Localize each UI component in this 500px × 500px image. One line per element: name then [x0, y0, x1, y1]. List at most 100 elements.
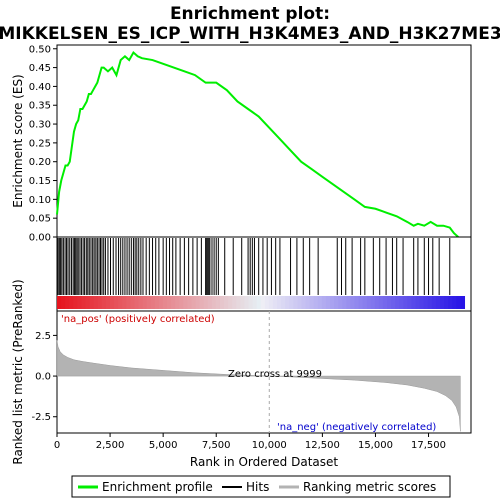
es-tick-label: 0.40: [29, 82, 51, 93]
rank-color-segment: [272, 296, 278, 309]
es-panel-frame: [56, 44, 472, 238]
x-tick-label: 0: [54, 440, 60, 451]
rank-color-segment: [407, 296, 413, 309]
rank-color-segment: [431, 296, 437, 309]
rank-color-segment: [219, 296, 225, 309]
x-tick-label: 10,000: [252, 440, 287, 451]
rank-color-segment: [179, 296, 184, 309]
rank-color-segment: [114, 296, 119, 309]
rank-color-segment: [309, 296, 315, 309]
rank-color-segment: [264, 296, 270, 309]
rank-color-segment: [89, 296, 95, 309]
rank-color-segment: [150, 296, 156, 309]
legend-frame: [71, 475, 451, 498]
rank-color-segment: [423, 296, 429, 309]
rank-color-segment: [203, 296, 209, 309]
rank-color-segment: [399, 296, 404, 309]
rank-color-segment: [191, 296, 197, 309]
rank-color-segment: [346, 296, 351, 309]
x-tick-label: 12,500: [305, 440, 340, 451]
rank-color-segment: [252, 296, 258, 309]
rank-color-segment: [171, 296, 176, 309]
rank-color-segment: [224, 296, 229, 309]
rank-color-segment: [325, 296, 331, 309]
rank-color-segment: [244, 296, 250, 309]
rank-color-segment: [195, 296, 201, 309]
rank-color-segment: [374, 296, 380, 309]
rank-color-segment: [358, 296, 364, 309]
rank-color-segment: [444, 296, 449, 309]
rank-color-segment: [317, 296, 323, 309]
rank-color-segment: [338, 296, 343, 309]
rank-color-segment: [215, 296, 221, 309]
rank-color-segment: [69, 296, 74, 309]
es-tick-label: 0.25: [29, 138, 51, 149]
x-tick-label: 5,000: [149, 440, 178, 451]
rank-color-segment: [248, 296, 254, 309]
legend-profile-label: Enrichment profile: [102, 480, 213, 494]
rank-color-segment: [146, 296, 152, 309]
na-neg-label: 'na_neg' (negatively correlated): [277, 422, 436, 433]
rank-color-segment: [65, 296, 70, 309]
x-tick-label: 17,500: [411, 440, 446, 451]
rank-color-segment: [342, 296, 347, 309]
rank-color-segment: [435, 296, 441, 309]
rank-color-segment: [277, 296, 282, 309]
legend: Enrichment profile Hits Ranking metric s…: [71, 475, 451, 498]
x-tick-label: 7,500: [202, 440, 231, 451]
rank-color-segment: [183, 296, 188, 309]
rank-color-segment: [268, 296, 274, 309]
y-axis-title-es: Enrichment score (ES): [11, 74, 25, 207]
rank-color-segment: [354, 296, 360, 309]
rank-color-segment: [162, 296, 168, 309]
rank-color-segment: [297, 296, 303, 309]
y-axis-title-metric: Ranked list metric (PreRanked): [11, 279, 25, 464]
es-panel: 0.00 0.05 0.10 0.15 0.20 0.25 0.30 0.35 0.40 0.45…: [29, 44, 472, 244]
es-tick-label: 0.45: [29, 63, 51, 74]
rank-color-segment: [301, 296, 307, 309]
rank-color-segment: [334, 296, 339, 309]
rank-color-segment: [411, 296, 417, 309]
rank-color-segment: [142, 296, 148, 309]
rank-color-segment: [452, 296, 457, 309]
x-axis-title: Rank in Ordered Dataset: [190, 455, 338, 469]
rank-color-segment: [456, 296, 461, 309]
es-tick-label: 0.05: [29, 214, 51, 225]
rank-color-segment: [321, 296, 327, 309]
rank-color-segment: [415, 296, 421, 309]
na-pos-label: 'na_pos' (positively correlated): [61, 314, 215, 325]
rank-color-segment: [350, 296, 356, 309]
es-tick-label: 0.20: [29, 157, 51, 168]
metric-panel: Zero cross at 9999 'na_pos' (positively …: [31, 310, 472, 434]
rank-color-segment: [419, 296, 425, 309]
rank-color-segment: [138, 296, 144, 309]
rank-color-segment: [211, 296, 217, 309]
rank-color-segment: [366, 296, 372, 309]
rank-color-segment: [175, 296, 180, 309]
rank-color-segment: [232, 296, 237, 309]
rank-color-segment: [77, 296, 83, 309]
rank-color-segment: [85, 296, 91, 309]
rank-color-segment: [61, 296, 66, 309]
rank-color-bar: [57, 296, 466, 309]
rank-color-segment: [134, 296, 140, 309]
rank-color-segment: [313, 296, 319, 309]
rank-color-segment: [109, 296, 115, 309]
rank-color-segment: [460, 296, 466, 309]
rank-color-segment: [329, 296, 335, 309]
es-tick-label: 0.15: [29, 176, 51, 187]
x-tick-label: 2,500: [96, 440, 125, 451]
rank-color-segment: [391, 296, 396, 309]
legend-metric-label: Ranking metric scores: [303, 480, 436, 494]
rank-color-segment: [167, 296, 172, 309]
rank-color-segment: [101, 296, 107, 309]
metric-tick-label: -2.5: [31, 412, 51, 423]
rank-color-segment: [228, 296, 233, 309]
rank-color-segment: [378, 296, 384, 309]
rank-color-segment: [289, 296, 294, 309]
hits-panel: [56, 236, 472, 312]
rank-color-segment: [285, 296, 290, 309]
es-tick-label: 0.00: [29, 233, 51, 244]
rank-color-segment: [199, 296, 205, 309]
